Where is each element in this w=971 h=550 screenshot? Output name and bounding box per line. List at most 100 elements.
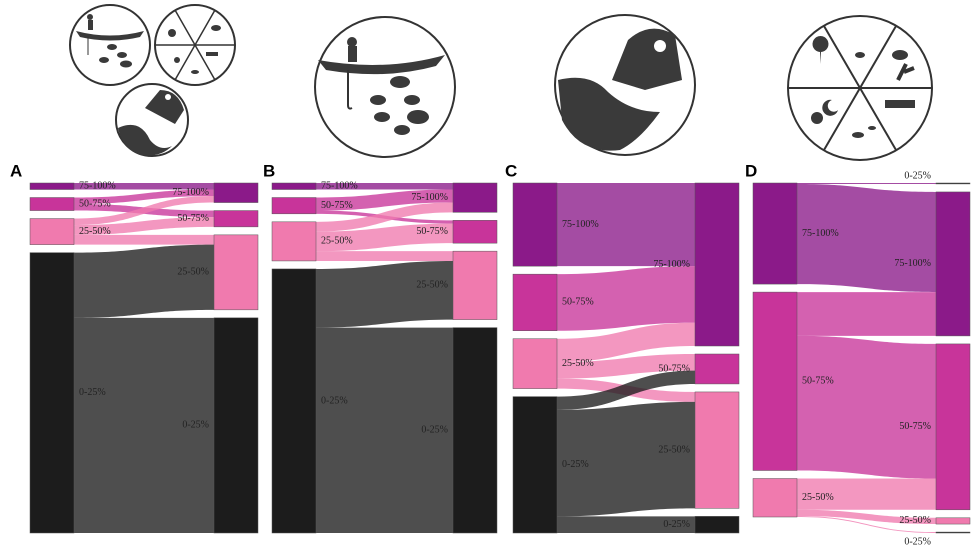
flow [74, 317, 214, 533]
node [935, 191, 971, 337]
flow [74, 226, 214, 253]
node [935, 343, 971, 511]
node-label: 0-25% [321, 395, 348, 406]
node-label: 25-50% [416, 280, 448, 291]
node-label: 75-100% [79, 181, 116, 192]
node-label: 25-50% [321, 236, 353, 247]
node [512, 273, 558, 331]
flow [797, 292, 936, 336]
flow [557, 516, 695, 533]
node [752, 182, 798, 285]
node [213, 210, 259, 228]
node [213, 234, 259, 311]
node-label: 0-25% [904, 536, 931, 547]
node [452, 182, 498, 213]
flow [74, 196, 214, 226]
node-label: 50-75% [321, 200, 353, 211]
node-label: 0-25% [562, 459, 589, 470]
icon-wheel [787, 15, 933, 161]
node [452, 220, 498, 244]
flow [316, 223, 453, 252]
flow [557, 183, 695, 267]
node-label: 75-100% [411, 192, 448, 203]
flow [557, 266, 695, 331]
node-label: 0-25% [182, 420, 209, 431]
node-label: 25-50% [177, 267, 209, 278]
panel-label: A [10, 161, 22, 180]
node [452, 250, 498, 320]
node-label: 50-75% [79, 198, 111, 209]
flow [316, 251, 453, 261]
flow [316, 327, 453, 533]
node-label: 25-50% [658, 444, 690, 455]
flow [797, 183, 936, 293]
node [694, 516, 740, 534]
node-label: 0-25% [421, 425, 448, 436]
icon-boat-small [69, 4, 151, 86]
flow [74, 183, 214, 190]
node-label: 0-25% [904, 170, 931, 181]
node [29, 252, 75, 534]
node-label: 50-75% [658, 363, 690, 374]
node [935, 517, 971, 525]
flow [316, 183, 453, 190]
sankey-panel: B 75-100% 50-75% 25-50% 0-25% 75-100% 50-75% 25… [263, 161, 498, 534]
flow [316, 189, 453, 211]
node-label: 50-75% [562, 297, 594, 308]
flow [316, 202, 453, 232]
panel-label: B [263, 161, 275, 180]
node-label: 0-25% [79, 387, 106, 398]
node [213, 317, 259, 534]
sankey-panels: A 75-100% 50-75% 25-50% 0-25% 75-100% 50-75% 25… [10, 161, 971, 547]
flow [74, 217, 214, 235]
node-label: 25-50% [899, 515, 931, 526]
node [271, 221, 317, 262]
panel-label: D [745, 161, 757, 180]
node-label: 25-50% [802, 492, 834, 503]
node [29, 182, 75, 190]
sankey-panel: A 75-100% 50-75% 25-50% 0-25% 75-100% 50-75% 25… [10, 161, 259, 534]
node [213, 182, 259, 203]
node [935, 182, 971, 185]
node-label: 25-50% [79, 226, 111, 237]
node-label: 75-100% [802, 228, 839, 239]
node-label: 50-75% [802, 376, 834, 387]
node-label: 0-25% [663, 519, 690, 530]
node-label: 75-100% [321, 181, 358, 192]
node [271, 197, 317, 215]
icon-head-small [115, 83, 189, 157]
node-label: 75-100% [562, 219, 599, 230]
node [512, 182, 558, 267]
panel-label: C [505, 161, 517, 180]
flow [557, 401, 695, 517]
sankey-panel: D 75-100% 50-75% 25-50% 0-25% 75-100% 50-75% 25… [745, 161, 971, 547]
flow [316, 260, 453, 328]
node [694, 391, 740, 509]
flow [557, 322, 695, 362]
node-label: 50-75% [177, 213, 209, 224]
node [29, 197, 75, 211]
icon-head [554, 14, 696, 156]
node [752, 478, 798, 518]
node [694, 182, 740, 347]
node [752, 291, 798, 471]
icon-wheel-small [154, 4, 236, 86]
flow [797, 335, 936, 479]
node-label: 50-75% [899, 421, 931, 432]
node-label: 75-100% [894, 258, 931, 269]
flow [557, 370, 695, 410]
node [271, 182, 317, 190]
flow [797, 478, 936, 510]
node-label: 50-75% [416, 226, 448, 237]
node [935, 531, 971, 534]
flow [797, 183, 936, 184]
node [512, 338, 558, 389]
icon-boat [314, 16, 456, 158]
flow [557, 354, 695, 379]
flow [74, 244, 214, 318]
node-label: 75-100% [653, 259, 690, 270]
flow [797, 516, 936, 533]
node [452, 327, 498, 534]
node-label: 75-100% [172, 187, 209, 198]
